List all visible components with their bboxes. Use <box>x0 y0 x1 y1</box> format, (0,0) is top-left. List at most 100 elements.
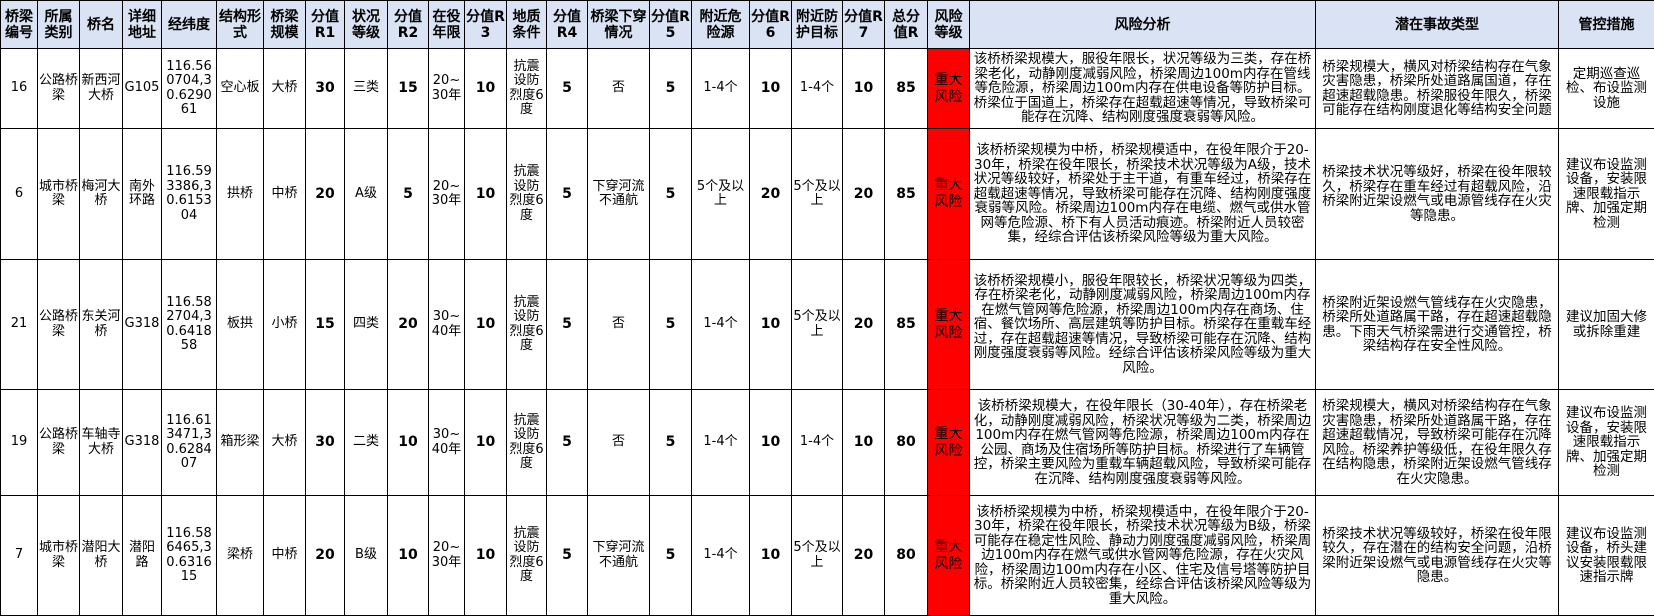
bridge-name-cell[interactable]: 梅河大桥 <box>79 128 123 260</box>
service-years-cell[interactable]: 20~30年 <box>428 128 465 260</box>
coordinates-cell[interactable]: 116.560704,30.629061 <box>161 48 217 129</box>
risk-level-cell[interactable]: 重大风险 <box>927 259 970 390</box>
geology-cell[interactable]: 抗震设防烈度6度 <box>506 259 547 390</box>
total-score-cell[interactable]: 85 <box>884 128 928 260</box>
nearby-protection-cell[interactable]: 1-4个 <box>791 389 843 496</box>
under-crossing-cell[interactable]: 否 <box>587 259 650 390</box>
score-r5-cell[interactable]: 5 <box>649 48 692 129</box>
score-r5-cell[interactable]: 5 <box>649 128 692 260</box>
score-r5-cell[interactable]: 5 <box>649 259 692 390</box>
risk-level-cell[interactable]: 重大风险 <box>927 128 970 260</box>
score-r4-cell[interactable]: 5 <box>546 389 588 496</box>
score-r1-cell[interactable]: 30 <box>305 389 345 496</box>
service-years-cell[interactable]: 20~30年 <box>428 495 465 616</box>
structure-cell[interactable]: 空心板 <box>216 48 264 129</box>
risk-level-cell[interactable]: 重大风险 <box>927 389 970 496</box>
bridge-name-cell[interactable]: 新西河大桥 <box>79 48 123 129</box>
category-cell[interactable]: 公路桥梁 <box>37 48 80 129</box>
risk-analysis-cell[interactable]: 该桥桥梁规模小，服役年限较长，桥梁状况等级为四类，存在桥梁老化，动静刚度减弱风险… <box>969 259 1316 390</box>
control-measures-cell[interactable]: 建议布设监测设备，安装限速限载指示牌、加强定期检测 <box>1558 389 1654 496</box>
score-r3-cell[interactable]: 10 <box>464 259 507 390</box>
structure-cell[interactable]: 板拱 <box>216 259 264 390</box>
scale-cell[interactable]: 大桥 <box>263 389 306 496</box>
total-score-cell[interactable]: 80 <box>884 389 928 496</box>
score-r6-cell[interactable]: 10 <box>749 259 792 390</box>
scale-cell[interactable]: 中桥 <box>263 495 306 616</box>
score-r3-cell[interactable]: 10 <box>464 128 507 260</box>
control-measures-cell[interactable]: 建议加固大修或拆除重建 <box>1558 259 1654 390</box>
score-r2-cell[interactable]: 20 <box>387 259 429 390</box>
total-score-cell[interactable]: 80 <box>884 495 928 616</box>
risk-analysis-cell[interactable]: 该桥桥梁规模为中桥，桥梁规模适中，在役年限介于20-30年，桥梁在役年限长，桥梁… <box>969 128 1316 260</box>
nearby-protection-cell[interactable]: 5个及以上 <box>791 128 843 260</box>
nearby-hazards-cell[interactable]: 5个及以上 <box>691 128 750 260</box>
bridge-id-cell[interactable]: 16 <box>0 48 38 129</box>
structure-cell[interactable]: 箱形梁 <box>216 389 264 496</box>
score-r5-cell[interactable]: 5 <box>649 495 692 616</box>
structure-cell[interactable]: 拱桥 <box>216 128 264 260</box>
potential-accidents-cell[interactable]: 桥梁技术状况等级好，桥梁在役年限较久，桥梁存在重车经过有超载风险，沿桥梁附近架设… <box>1315 128 1559 260</box>
score-r7-cell[interactable]: 10 <box>842 389 885 496</box>
condition-grade-cell[interactable]: A级 <box>344 128 388 260</box>
score-r1-cell[interactable]: 30 <box>305 48 345 129</box>
under-crossing-cell[interactable]: 下穿河流不通航 <box>587 128 650 260</box>
score-r3-cell[interactable]: 10 <box>464 389 507 496</box>
nearby-hazards-cell[interactable]: 1-4个 <box>691 48 750 129</box>
nearby-protection-cell[interactable]: 1-4个 <box>791 48 843 129</box>
potential-accidents-cell[interactable]: 桥梁规模大，横风对桥梁结构存在气象灾害隐患，桥梁所处道路属国道，存在超速超载隐患… <box>1315 48 1559 129</box>
potential-accidents-cell[interactable]: 桥梁技术状况等级较好，桥梁在役年限较久，存在潜在的结构安全问题，沿桥梁附近架设燃… <box>1315 495 1559 616</box>
structure-cell[interactable]: 梁桥 <box>216 495 264 616</box>
category-cell[interactable]: 城市桥梁 <box>37 495 80 616</box>
scale-cell[interactable]: 小桥 <box>263 259 306 390</box>
condition-grade-cell[interactable]: 三类 <box>344 48 388 129</box>
coordinates-cell[interactable]: 116.586465,30.631615 <box>161 495 217 616</box>
score-r6-cell[interactable]: 20 <box>749 128 792 260</box>
service-years-cell[interactable]: 20~30年 <box>428 48 465 129</box>
risk-analysis-cell[interactable]: 该桥桥梁规模大，在役年限长（30-40年），存在桥梁老化，动静刚度减弱风险，桥梁… <box>969 389 1316 496</box>
condition-grade-cell[interactable]: 四类 <box>344 259 388 390</box>
score-r2-cell[interactable]: 15 <box>387 48 429 129</box>
category-cell[interactable]: 公路桥梁 <box>37 259 80 390</box>
score-r2-cell[interactable]: 10 <box>387 495 429 616</box>
service-years-cell[interactable]: 30~40年 <box>428 389 465 496</box>
under-crossing-cell[interactable]: 否 <box>587 389 650 496</box>
risk-level-cell[interactable]: 重大风险 <box>927 495 970 616</box>
score-r7-cell[interactable]: 20 <box>842 495 885 616</box>
coordinates-cell[interactable]: 116.613471,30.628407 <box>161 389 217 496</box>
score-r2-cell[interactable]: 10 <box>387 389 429 496</box>
potential-accidents-cell[interactable]: 桥梁规模大，横风对桥梁结构存在气象灾害隐患，桥梁所处道路属干路，存在超速超载情况… <box>1315 389 1559 496</box>
nearby-protection-cell[interactable]: 5个及以上 <box>791 259 843 390</box>
score-r1-cell[interactable]: 15 <box>305 259 345 390</box>
address-cell[interactable]: 潜阳路 <box>122 495 162 616</box>
address-cell[interactable]: G318 <box>122 389 162 496</box>
nearby-hazards-cell[interactable]: 1-4个 <box>691 389 750 496</box>
bridge-id-cell[interactable]: 6 <box>0 128 38 260</box>
geology-cell[interactable]: 抗震设防烈度6度 <box>506 48 547 129</box>
score-r7-cell[interactable]: 20 <box>842 128 885 260</box>
bridge-id-cell[interactable]: 7 <box>0 495 38 616</box>
condition-grade-cell[interactable]: B级 <box>344 495 388 616</box>
score-r3-cell[interactable]: 10 <box>464 495 507 616</box>
score-r4-cell[interactable]: 5 <box>546 48 588 129</box>
risk-analysis-cell[interactable]: 该桥桥梁规模大，服役年限长，状况等级为三类，存在桥梁老化，动静刚度减弱风险，桥梁… <box>969 48 1316 129</box>
score-r6-cell[interactable]: 10 <box>749 48 792 129</box>
service-years-cell[interactable]: 30~40年 <box>428 259 465 390</box>
score-r7-cell[interactable]: 10 <box>842 48 885 129</box>
control-measures-cell[interactable]: 建议布设监测设备，桥头建议安装限载限速指示牌 <box>1558 495 1654 616</box>
score-r4-cell[interactable]: 5 <box>546 495 588 616</box>
bridge-name-cell[interactable]: 东关河桥 <box>79 259 123 390</box>
total-score-cell[interactable]: 85 <box>884 48 928 129</box>
geology-cell[interactable]: 抗震设防烈度6度 <box>506 128 547 260</box>
risk-level-cell[interactable]: 重大风险 <box>927 48 970 129</box>
nearby-protection-cell[interactable]: 5个及以上 <box>791 495 843 616</box>
bridge-name-cell[interactable]: 车轴寺大桥 <box>79 389 123 496</box>
bridge-name-cell[interactable]: 潜阳大桥 <box>79 495 123 616</box>
under-crossing-cell[interactable]: 下穿河流不通航 <box>587 495 650 616</box>
category-cell[interactable]: 城市桥梁 <box>37 128 80 260</box>
score-r4-cell[interactable]: 5 <box>546 259 588 390</box>
coordinates-cell[interactable]: 116.582704,30.641858 <box>161 259 217 390</box>
category-cell[interactable]: 公路桥梁 <box>37 389 80 496</box>
score-r6-cell[interactable]: 10 <box>749 389 792 496</box>
total-score-cell[interactable]: 85 <box>884 259 928 390</box>
coordinates-cell[interactable]: 116.593386,30.615304 <box>161 128 217 260</box>
